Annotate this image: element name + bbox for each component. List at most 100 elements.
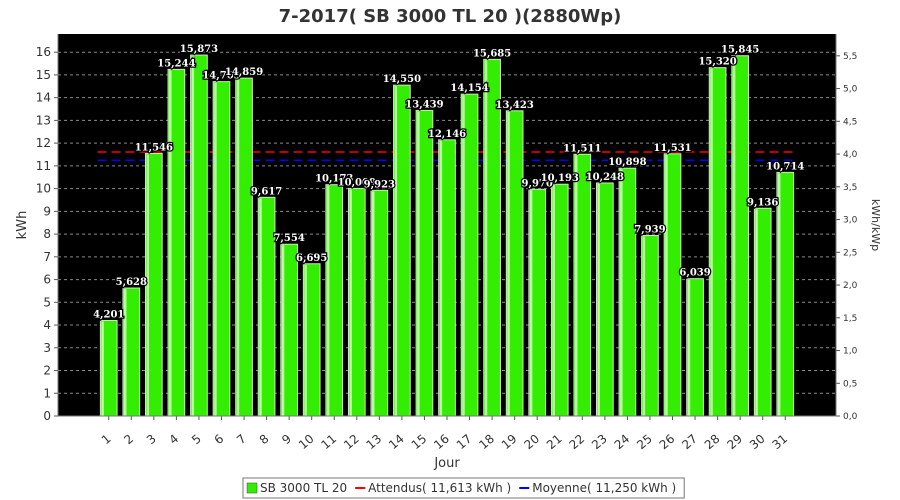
x-tick-label: 14 [386, 432, 407, 453]
y-tick-label: 15 [36, 68, 51, 82]
x-tick-label: 6 [212, 432, 227, 448]
bar-highlight [169, 70, 172, 416]
x-tick-label: 12 [341, 432, 362, 453]
data-label: 10,173 [315, 174, 353, 185]
x-tick-label: 28 [702, 432, 723, 453]
x-tick-label: 24 [612, 432, 633, 453]
legend-swatch [246, 482, 258, 494]
x-tick-label: 1 [99, 432, 114, 448]
data-label: 15,685 [473, 48, 511, 59]
y2-tick-label: 1,0 [843, 347, 858, 357]
bar-highlight [552, 185, 555, 416]
x-tick-label: 8 [257, 432, 272, 448]
x-tick-label: 19 [499, 432, 520, 453]
y-tick-label: 1 [43, 386, 51, 400]
y2-tick-label: 5,0 [843, 85, 858, 95]
data-label: 12,146 [428, 129, 466, 140]
data-label: 5,628 [116, 277, 147, 288]
data-label: 15,320 [698, 57, 736, 68]
bar-highlight [529, 190, 533, 416]
bar-highlight [281, 245, 285, 416]
y2-tick-label: 2,5 [843, 248, 857, 258]
bar-highlight [507, 111, 510, 416]
y2-axis-label: kWh/kWp [869, 199, 882, 251]
data-label: 7,554 [273, 233, 304, 244]
x-tick-label: 4 [166, 432, 181, 448]
bar-highlight [326, 185, 330, 416]
x-tick-label: 26 [657, 432, 678, 453]
bar-highlight [214, 82, 217, 417]
data-label: 14,859 [225, 67, 263, 78]
legend-label: SB 3000 TL 20 [260, 481, 347, 495]
x-tick-label: 31 [769, 432, 790, 453]
x-tick-label: 21 [544, 432, 565, 453]
data-label: 10,898 [608, 157, 646, 168]
y-tick-label: 6 [43, 273, 51, 287]
bar-highlight [417, 111, 420, 417]
bar-highlight [101, 321, 104, 416]
y-tick-label: 10 [36, 182, 51, 196]
data-label: 14,550 [383, 74, 421, 85]
bar-highlight [191, 56, 195, 416]
y2-tick-label: 4,0 [843, 150, 858, 160]
data-label: 10,248 [586, 172, 624, 183]
data-label: 11,511 [563, 143, 601, 154]
x-axis-label: Jour [433, 456, 460, 471]
bar-highlight [123, 289, 127, 416]
x-tick-label: 3 [144, 432, 159, 448]
data-label: 9,617 [251, 186, 282, 197]
y-tick-label: 2 [43, 364, 51, 378]
bar-highlight [777, 173, 781, 416]
x-tick-label: 18 [476, 432, 497, 453]
bar-highlight [304, 264, 307, 416]
y2-tick-label: 3,5 [843, 183, 857, 193]
data-label: 4,201 [93, 309, 124, 320]
y-tick-label: 14 [36, 91, 51, 105]
bar-highlight [597, 183, 601, 416]
data-label: 10,714 [766, 161, 804, 172]
legend-label: Attendus( 11,613 kWh ) [368, 481, 511, 495]
x-tick-label: 10 [296, 432, 317, 453]
data-label: 13,439 [405, 99, 443, 110]
legend-label: Moyenne( 11,250 kWh ) [532, 481, 676, 495]
data-label: 7,939 [634, 224, 665, 235]
data-label: 9,970 [522, 178, 553, 189]
x-tick-label: 5 [189, 432, 204, 448]
bar-highlight [236, 79, 240, 416]
bar-highlight [665, 154, 668, 417]
y2-tick-label: 3,0 [843, 216, 858, 226]
y-axis-label: kWh [15, 211, 30, 240]
data-label: 15,845 [721, 45, 759, 56]
x-tick-label: 13 [364, 432, 385, 453]
x-tick-label: 23 [589, 432, 610, 453]
data-label: 15,244 [157, 58, 195, 69]
bar-highlight [620, 169, 623, 416]
y2-tick-label: 0,0 [843, 412, 858, 422]
y2-axis: 0,0 0,5 1,0 1,5 2,0 2,5 3,0 3,5 4,0 4,5 5,0 5,5 [835, 34, 858, 422]
bar-highlight [755, 209, 758, 416]
bar-highlight [372, 191, 375, 416]
y-tick-label: 13 [36, 113, 51, 127]
data-label: 10,009 [338, 177, 376, 188]
legend-box [242, 477, 685, 499]
value-labels: 4,201 5,628 11,546 15,244 15,873 14,70514,859… [92, 43, 806, 322]
y2-tick-label: 4,5 [843, 117, 857, 127]
data-label: 9,923 [364, 179, 395, 190]
bar-highlight [439, 140, 443, 416]
data-label: 15,873 [180, 44, 218, 55]
bar-highlight [259, 198, 262, 416]
x-tick-label: 11 [318, 432, 339, 453]
data-label: 14,154 [450, 83, 488, 94]
x-tick-label: 30 [747, 432, 768, 453]
x-tick-label: 25 [634, 432, 655, 453]
y-tick-label: 7 [43, 250, 51, 264]
x-tick-label: 22 [567, 432, 588, 453]
y-tick-label: 4 [43, 318, 51, 332]
x-tick-label: 2 [121, 432, 136, 448]
data-label: 10,193 [541, 173, 579, 184]
y-tick-label: 9 [43, 204, 51, 218]
bar-highlight [462, 95, 465, 416]
legend: SB 3000 TL 20 Attendus( 11,613 kWh ) Moyen… [242, 477, 685, 499]
data-label: 6,039 [679, 268, 710, 279]
